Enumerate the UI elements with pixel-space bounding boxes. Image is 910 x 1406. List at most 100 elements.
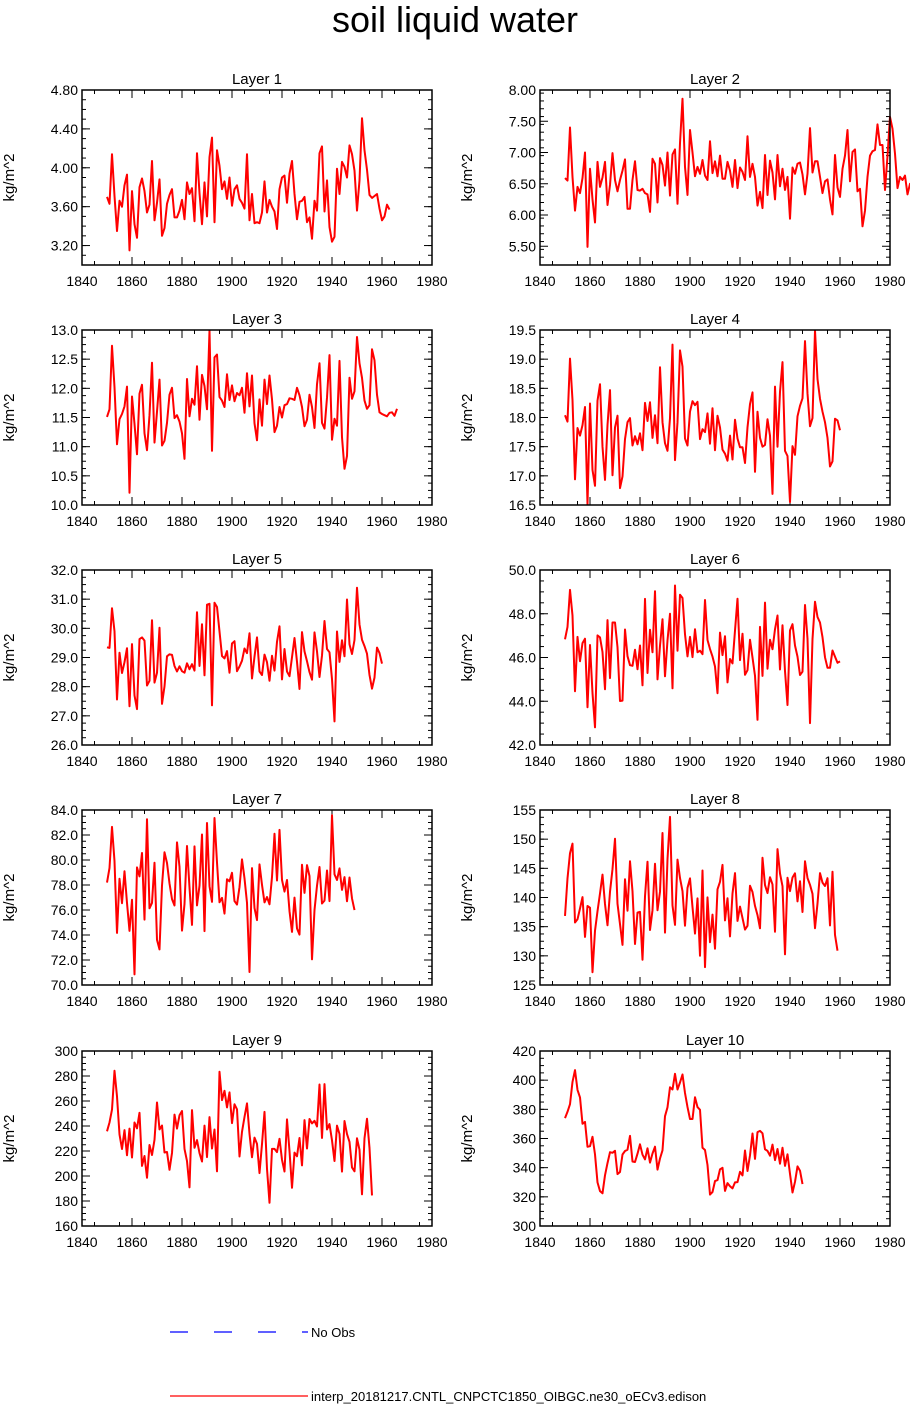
- y-tick-label: 44.0: [509, 693, 536, 709]
- y-tick-label: 5.50: [509, 238, 536, 254]
- y-tick-label: 10.5: [51, 468, 78, 484]
- x-tick-label: 1940: [316, 753, 347, 769]
- x-tick-label: 1840: [524, 1234, 555, 1250]
- y-tick-label: 31.0: [51, 591, 78, 607]
- panel-title: Layer 9: [232, 1032, 282, 1049]
- x-tick-label: 1940: [774, 993, 805, 1009]
- panel-layer-9: Layer 9 kg/m^2 1840 1860 1880 1900 1920 1940 196…: [1, 1032, 448, 1250]
- y-axis-label: kg/m^2: [459, 394, 476, 442]
- y-tick-label: 140: [513, 890, 537, 906]
- x-tick-label: 1880: [166, 993, 197, 1009]
- panel-title: Layer 4: [690, 311, 740, 328]
- panel-title: Layer 10: [686, 1032, 744, 1049]
- y-tick-label: 28.0: [51, 679, 78, 695]
- y-axis-label: kg/m^2: [1, 154, 18, 202]
- x-tick-label: 1860: [574, 513, 605, 529]
- x-tick-label: 1900: [674, 273, 705, 289]
- y-tick-label: 4.00: [51, 160, 78, 176]
- x-tick-label: 1980: [874, 1234, 905, 1250]
- x-tick-label: 1920: [266, 273, 297, 289]
- y-tick-label: 84.0: [51, 802, 78, 818]
- y-tick-label: 6.00: [509, 207, 536, 223]
- series-line: [106, 117, 391, 252]
- legend-model-label: interp_20181217.CNTL_CNPCTC1850_OIBGC.ne…: [311, 1389, 706, 1404]
- x-tick-label: 1880: [166, 513, 197, 529]
- x-tick-label: 1860: [116, 513, 147, 529]
- y-tick-label: 78.0: [51, 877, 78, 893]
- y-tick-label: 30.0: [51, 620, 78, 636]
- y-tick-label: 12.5: [51, 351, 78, 367]
- y-tick-label: 125: [513, 977, 537, 993]
- x-tick-label: 1880: [624, 993, 655, 1009]
- panel-title: Layer 6: [690, 551, 740, 568]
- y-tick-label: 11.5: [52, 410, 78, 426]
- x-tick-label: 1980: [416, 273, 447, 289]
- x-tick-label: 1980: [416, 753, 447, 769]
- x-tick-label: 1940: [774, 273, 805, 289]
- x-tick-label: 1980: [416, 1234, 447, 1250]
- series-line: [564, 329, 841, 506]
- y-tick-label: 3.60: [51, 199, 78, 215]
- y-axis-label: kg/m^2: [459, 874, 476, 922]
- plot-frame: [539, 569, 891, 746]
- y-tick-label: 80.0: [51, 852, 78, 868]
- y-tick-label: 27.0: [51, 708, 78, 724]
- y-tick-label: 300: [513, 1218, 537, 1234]
- x-tick-label: 1920: [724, 753, 755, 769]
- x-tick-label: 1960: [366, 993, 397, 1009]
- y-tick-label: 17.0: [509, 468, 536, 484]
- plot-frame: [539, 89, 891, 266]
- x-tick-label: 1940: [316, 1234, 347, 1250]
- y-tick-label: 17.5: [509, 439, 536, 455]
- x-tick-label: 1940: [316, 513, 347, 529]
- y-tick-label: 280: [55, 1068, 79, 1084]
- x-tick-label: 1900: [216, 993, 247, 1009]
- x-tick-label: 1900: [216, 513, 247, 529]
- x-tick-label: 1860: [116, 993, 147, 1009]
- x-tick-label: 1940: [774, 1234, 805, 1250]
- panel-layer-2: Layer 2 kg/m^2 1840 1860 1880 1900 1920 1940 196…: [459, 71, 910, 289]
- x-tick-label: 1960: [366, 753, 397, 769]
- y-tick-label: 7.00: [509, 145, 536, 161]
- y-tick-label: 260: [55, 1093, 79, 1109]
- x-tick-label: 1860: [116, 273, 147, 289]
- x-tick-label: 1840: [524, 753, 555, 769]
- y-tick-label: 420: [513, 1043, 537, 1059]
- y-tick-label: 160: [55, 1218, 79, 1234]
- y-tick-label: 10.0: [51, 497, 78, 513]
- y-axis-label: kg/m^2: [1, 394, 18, 442]
- x-tick-label: 1960: [824, 993, 855, 1009]
- x-tick-label: 1920: [266, 753, 297, 769]
- x-tick-label: 1940: [316, 993, 347, 1009]
- y-tick-label: 19.5: [509, 322, 536, 338]
- panel-title: Layer 1: [232, 71, 282, 88]
- x-tick-label: 1840: [524, 273, 555, 289]
- y-axis-label: kg/m^2: [1, 634, 18, 682]
- y-tick-label: 4.40: [51, 121, 78, 137]
- y-tick-label: 150: [513, 831, 537, 847]
- y-tick-label: 13.0: [51, 322, 78, 338]
- x-tick-label: 1840: [66, 993, 97, 1009]
- x-tick-label: 1960: [824, 1234, 855, 1250]
- x-tick-label: 1880: [624, 273, 655, 289]
- plot-frame: [81, 1050, 433, 1227]
- y-axis-label: kg/m^2: [1, 874, 18, 922]
- x-tick-label: 1840: [66, 273, 97, 289]
- y-axis-label: kg/m^2: [459, 154, 476, 202]
- y-tick-label: 70.0: [51, 977, 78, 993]
- x-tick-label: 1880: [624, 753, 655, 769]
- x-tick-label: 1980: [874, 513, 905, 529]
- x-tick-label: 1880: [624, 513, 655, 529]
- panel-title: Layer 8: [690, 791, 740, 808]
- x-tick-label: 1920: [724, 993, 755, 1009]
- panel-layer-3: Layer 3 kg/m^2 1840 1860 1880 1900 1920 1940 196…: [1, 311, 448, 529]
- series-line: [564, 1069, 804, 1196]
- plot-frame: [81, 329, 433, 506]
- y-tick-label: 26.0: [51, 737, 78, 753]
- series-line: [106, 1069, 373, 1204]
- panel-title: Layer 2: [690, 71, 740, 88]
- x-tick-label: 1980: [874, 273, 905, 289]
- panel-layer-1: Layer 1 kg/m^2 1840 1860 1880 1900 1920 1940 196…: [1, 71, 448, 289]
- y-tick-label: 50.0: [509, 562, 536, 578]
- x-tick-label: 1980: [874, 753, 905, 769]
